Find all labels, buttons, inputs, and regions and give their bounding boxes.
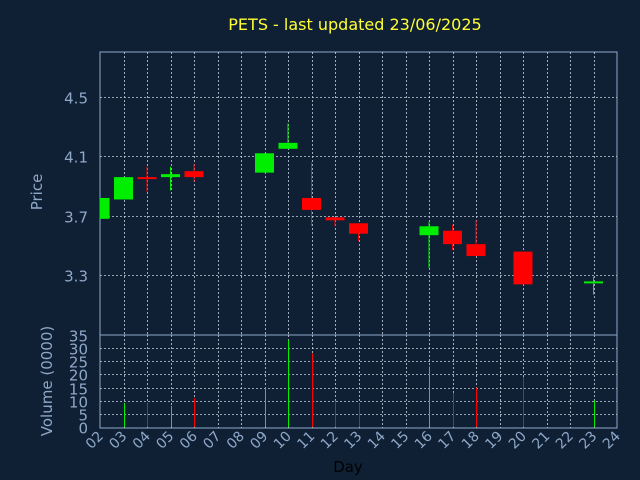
candle-body [325,217,345,221]
candle-body [255,153,274,173]
volume-tick-label: 25 [69,354,88,372]
candle [325,217,345,227]
volume-tick-label: 5 [78,407,88,425]
price-tick-label: 4.1 [64,149,88,167]
price-tick-label: 3.3 [64,268,88,286]
candle-body [184,171,204,178]
candle-body [278,142,298,149]
price-axis-label: Price [28,174,46,211]
candle [114,177,133,200]
candle [419,221,439,268]
candle [513,251,533,285]
candle [184,163,204,182]
candle-body [302,197,321,210]
price-plot-frame [99,51,618,336]
candle-body [443,230,462,245]
candle-body [137,177,157,180]
candle-body [114,177,133,200]
candle [443,224,462,251]
price-tick-label: 4.5 [64,90,88,108]
candle-body [349,223,368,234]
volume-tick-label: 10 [69,394,88,412]
candle [302,162,321,227]
candle-body [584,281,603,284]
volume-tick-label: 0 [78,420,88,438]
candle [137,166,157,193]
candle [349,223,368,242]
candle [584,276,603,295]
candle [99,197,110,219]
candle [278,123,298,149]
price-tick-label: 3.7 [64,209,88,227]
candle-body [100,197,110,219]
volume-tick-label: 20 [69,367,88,385]
volume-tick-label: 30 [69,341,88,359]
candle-body [161,174,180,178]
volume-tick-label: 35 [69,328,88,346]
candle [466,220,486,257]
x-axis-label: Day [333,458,363,476]
candle-body [419,226,439,236]
candle [255,153,274,173]
volume-tick-label: 15 [69,381,88,399]
candle-body [513,251,533,285]
volume-plot-frame [99,334,618,429]
chart-title: PETS - last updated 23/06/2025 [228,15,481,34]
candle-body [466,244,486,257]
candle [161,166,180,191]
volume-axis-label: Volume (0000) [38,326,56,436]
price-panel: 3.3 3.7 4.1 4.5 [64,51,618,336]
